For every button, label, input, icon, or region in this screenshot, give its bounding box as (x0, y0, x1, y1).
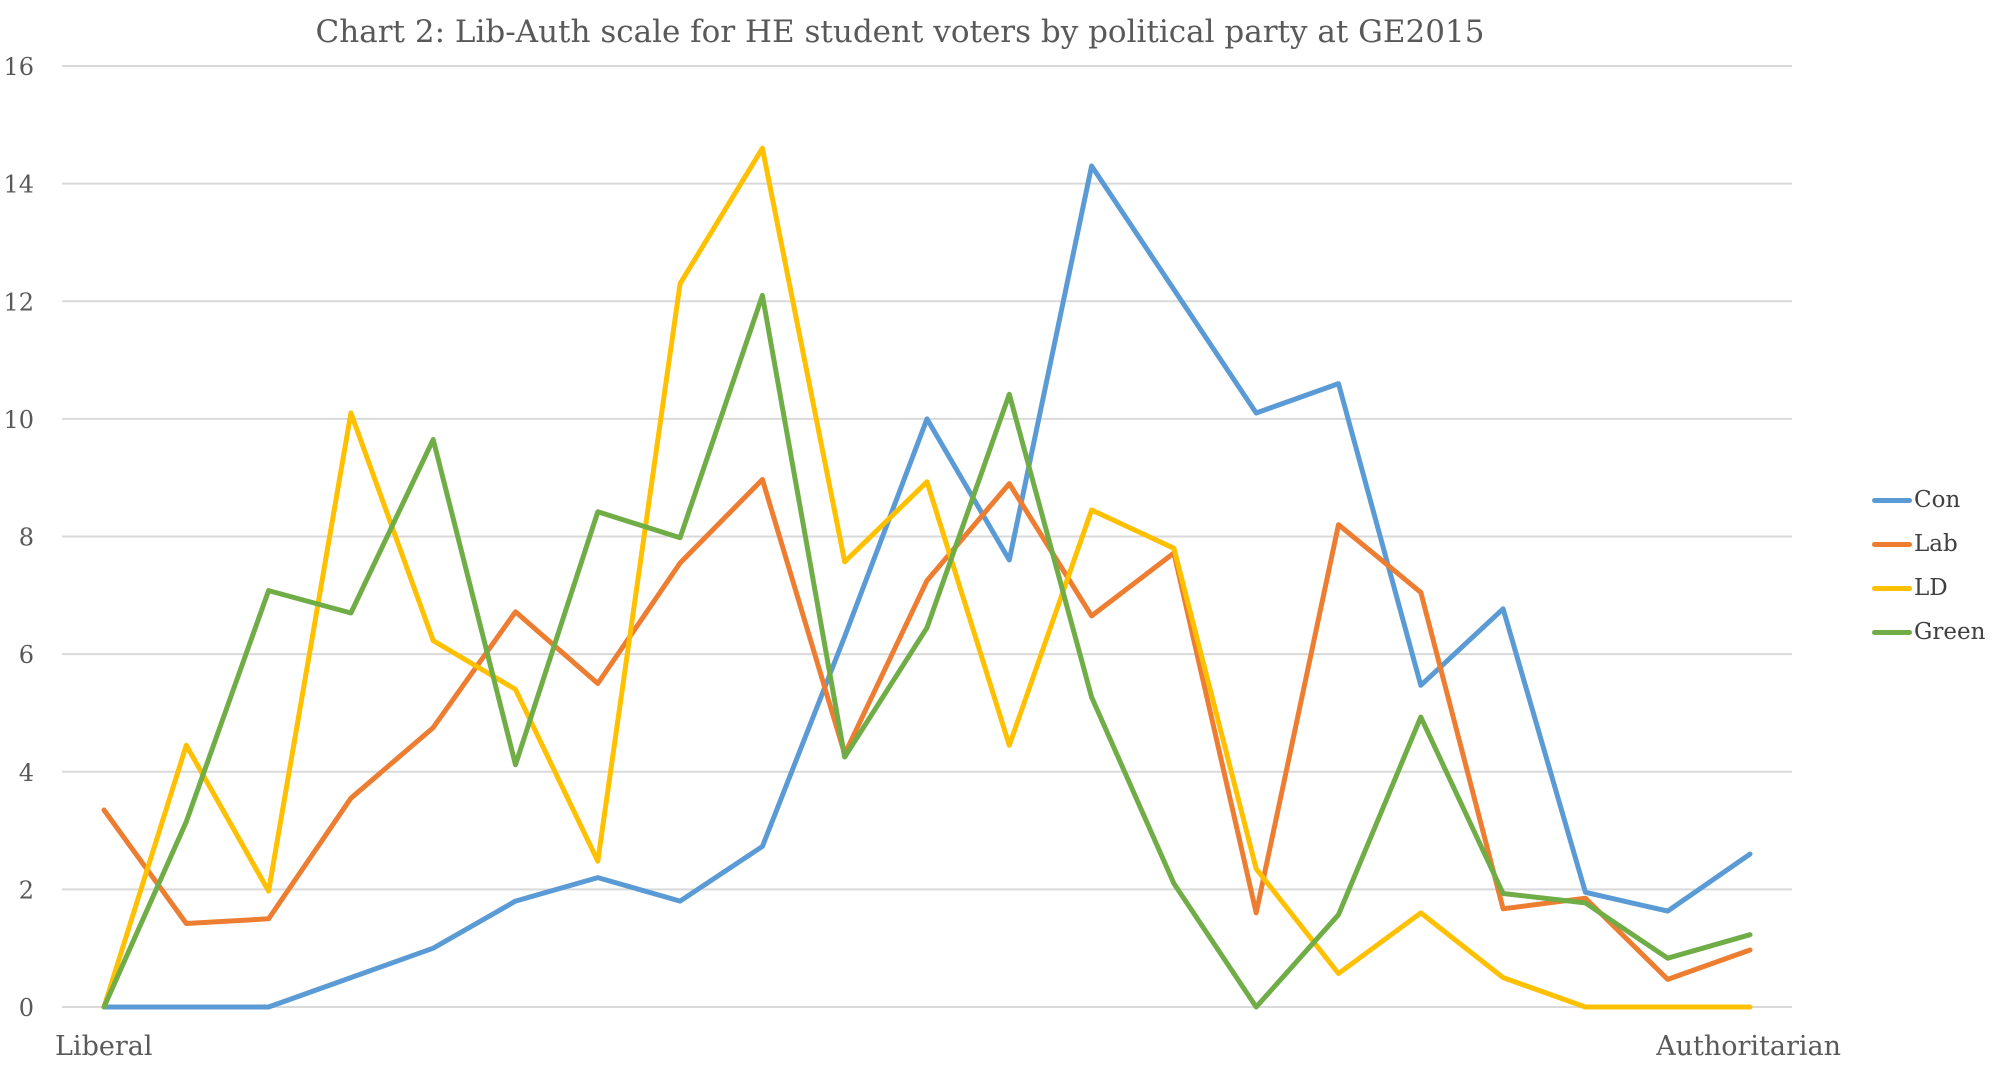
y-tick-label: 4 (19, 759, 34, 787)
legend-label: Green (1914, 619, 1986, 645)
series-line-lab (101, 477, 1753, 982)
legend-label: LD (1914, 575, 1948, 601)
legend-item-ld: LD (1872, 566, 1985, 610)
y-tick-label: 14 (3, 171, 34, 199)
green-line-swatch-icon (1872, 629, 1912, 635)
series-line-green (101, 292, 1753, 1010)
data-series (101, 145, 1753, 1010)
legend-label: Con (1914, 487, 1961, 513)
y-tick-label: 2 (19, 876, 34, 904)
y-tick-label: 16 (3, 53, 34, 81)
legend-item-con: Con (1872, 478, 1985, 522)
legend-label: Lab (1914, 531, 1958, 557)
y-axis-ticks: 0 2 4 6 8 10 12 14 16 (3, 53, 34, 1022)
x-axis-right-label: Authoritarian (1655, 1031, 1841, 1062)
series-line-ld (101, 145, 1753, 1010)
y-tick-label: 10 (3, 406, 34, 434)
y-tick-label: 6 (19, 641, 34, 669)
con-line-swatch-icon (1872, 497, 1912, 503)
x-axis-left-label: Liberal (55, 1031, 152, 1062)
ld-line-swatch-icon (1872, 585, 1912, 591)
legend: Con Lab LD Green (1872, 478, 1985, 654)
y-tick-label: 0 (19, 994, 34, 1022)
legend-item-green: Green (1872, 610, 1985, 654)
legend-item-lab: Lab (1872, 522, 1985, 566)
y-tick-label: 8 (19, 524, 34, 552)
lab-line-swatch-icon (1872, 541, 1912, 547)
series-line-con (101, 163, 1753, 1010)
chart-title: Chart 2: Lib-Auth scale for HE student v… (315, 14, 1485, 50)
gridlines (62, 65, 1792, 1008)
y-tick-label: 12 (3, 288, 34, 316)
